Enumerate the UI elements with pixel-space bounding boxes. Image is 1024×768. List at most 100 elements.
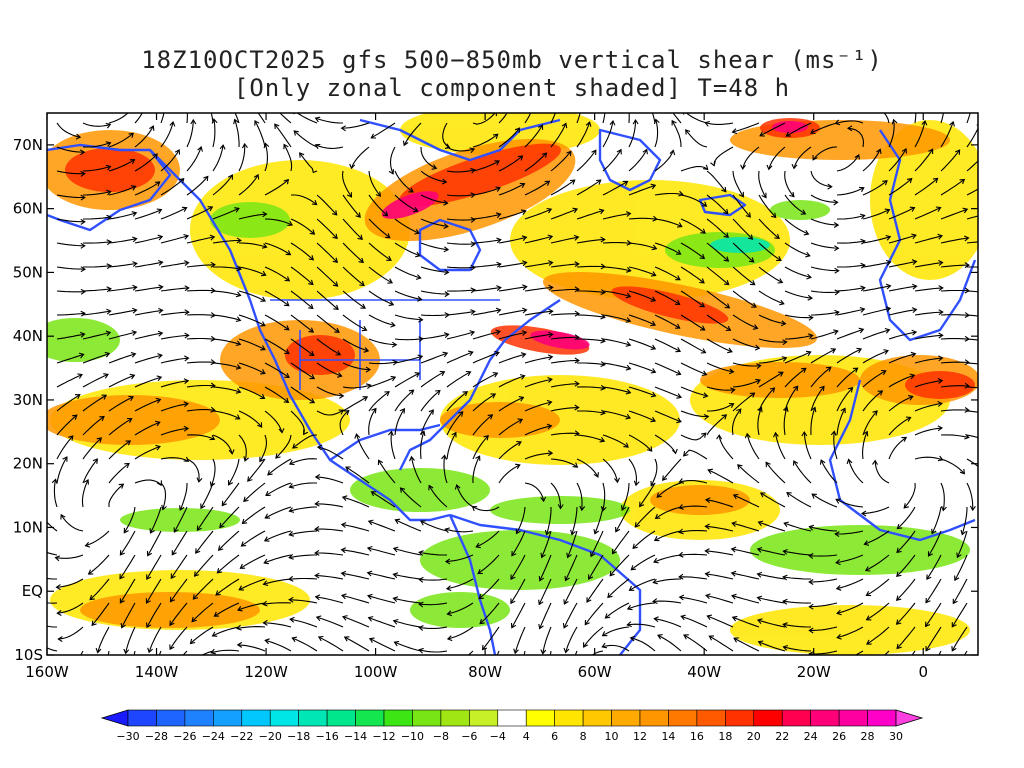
streamline-arrow <box>725 325 732 331</box>
streamline <box>420 520 448 532</box>
streamline <box>680 362 707 376</box>
colorbar-swatch <box>810 709 840 727</box>
streamline <box>940 121 954 148</box>
streamline <box>186 289 216 292</box>
streamline-arrow <box>544 180 551 186</box>
streamline-arrow <box>522 674 526 679</box>
streamline <box>472 286 501 292</box>
streamline <box>498 113 508 124</box>
streamline <box>290 218 315 235</box>
chart-subtitle: [Only zonal component shaded] T=48 h <box>233 74 791 102</box>
streamline-arrow <box>84 541 91 548</box>
streamline <box>82 288 111 292</box>
streamline-arrow <box>358 257 364 264</box>
streamline <box>732 290 757 308</box>
streamline <box>238 266 266 276</box>
streamline-arrow <box>779 299 785 306</box>
streamline <box>731 595 760 604</box>
streamline-arrow <box>308 303 314 310</box>
streamline <box>394 338 423 341</box>
streamline-arrow <box>911 96 916 101</box>
streamline <box>394 355 423 364</box>
streamline-arrow <box>419 430 426 437</box>
streamline-arrow <box>435 389 441 396</box>
streamline-arrow <box>287 220 294 226</box>
x-tick-label: 0 <box>918 663 928 681</box>
streamline <box>263 622 292 628</box>
streamline <box>768 146 786 170</box>
streamline <box>588 554 604 580</box>
streamline-arrow <box>756 571 763 578</box>
streamline <box>342 616 370 628</box>
streamline <box>81 479 89 508</box>
streamline-arrow <box>623 442 629 448</box>
streamline-arrow <box>360 303 366 309</box>
streamline <box>783 576 811 580</box>
streamline-arrow <box>158 284 164 291</box>
streamline <box>119 554 136 580</box>
streamline <box>737 464 760 484</box>
streamline <box>758 266 783 283</box>
streamline-arrow <box>173 527 179 533</box>
y-tick-label: 10N <box>13 518 43 536</box>
streamline <box>836 328 864 340</box>
streamline <box>420 314 450 317</box>
streamline-arrow <box>859 306 866 313</box>
streamline <box>186 146 202 172</box>
streamline <box>186 264 215 268</box>
streamline <box>914 177 938 196</box>
streamline-arrow <box>495 307 502 314</box>
streamline-arrow <box>938 355 944 362</box>
streamline <box>389 146 396 174</box>
streamline-arrow <box>234 207 240 213</box>
streamline <box>134 354 163 364</box>
colorbar-swatch <box>781 709 811 727</box>
streamline <box>394 218 420 234</box>
x-tick-label: 160W <box>25 663 69 681</box>
streamline-arrow <box>805 251 811 258</box>
streamline-arrow <box>235 291 242 298</box>
streamline-arrow <box>510 99 515 103</box>
streamline <box>925 626 942 651</box>
streamline <box>267 458 292 476</box>
streamline-arrow <box>906 177 913 184</box>
streamline-arrow <box>759 492 766 498</box>
streamline-arrow <box>931 528 937 535</box>
streamline-arrow <box>538 623 544 630</box>
streamline-arrow <box>604 613 611 619</box>
streamline-arrow <box>860 238 866 245</box>
streamline-arrow <box>556 96 561 100</box>
streamline <box>628 242 657 250</box>
streamline-arrow <box>288 483 295 489</box>
streamline-arrow <box>415 274 422 280</box>
streamline <box>238 314 266 327</box>
streamline <box>758 371 784 388</box>
colorbar-swatch <box>469 709 499 727</box>
streamline-arrow <box>363 347 370 353</box>
streamline-arrow <box>106 308 112 315</box>
streamline <box>810 218 839 226</box>
streamline-arrow <box>233 118 239 125</box>
x-tick-label: 20W <box>797 663 831 681</box>
streamline-arrow <box>332 233 338 240</box>
streamline-arrow <box>77 373 83 379</box>
streamline <box>836 408 846 436</box>
streamline-arrow <box>391 341 398 348</box>
streamline <box>467 650 474 655</box>
streamline <box>446 169 475 173</box>
streamline-arrow <box>990 340 994 345</box>
streamline <box>576 149 597 172</box>
streamline <box>966 458 978 468</box>
streamline-arrow <box>80 310 86 317</box>
streamline-arrow <box>457 411 464 417</box>
streamline <box>961 506 968 535</box>
streamline-arrow <box>749 392 756 398</box>
streamline <box>394 170 414 193</box>
streamline <box>783 646 812 652</box>
streamline <box>966 362 978 365</box>
streamline <box>966 410 978 413</box>
streamline <box>510 554 526 580</box>
streamline-arrow <box>267 470 273 476</box>
streamline <box>472 263 501 268</box>
streamline-arrow <box>600 409 606 416</box>
